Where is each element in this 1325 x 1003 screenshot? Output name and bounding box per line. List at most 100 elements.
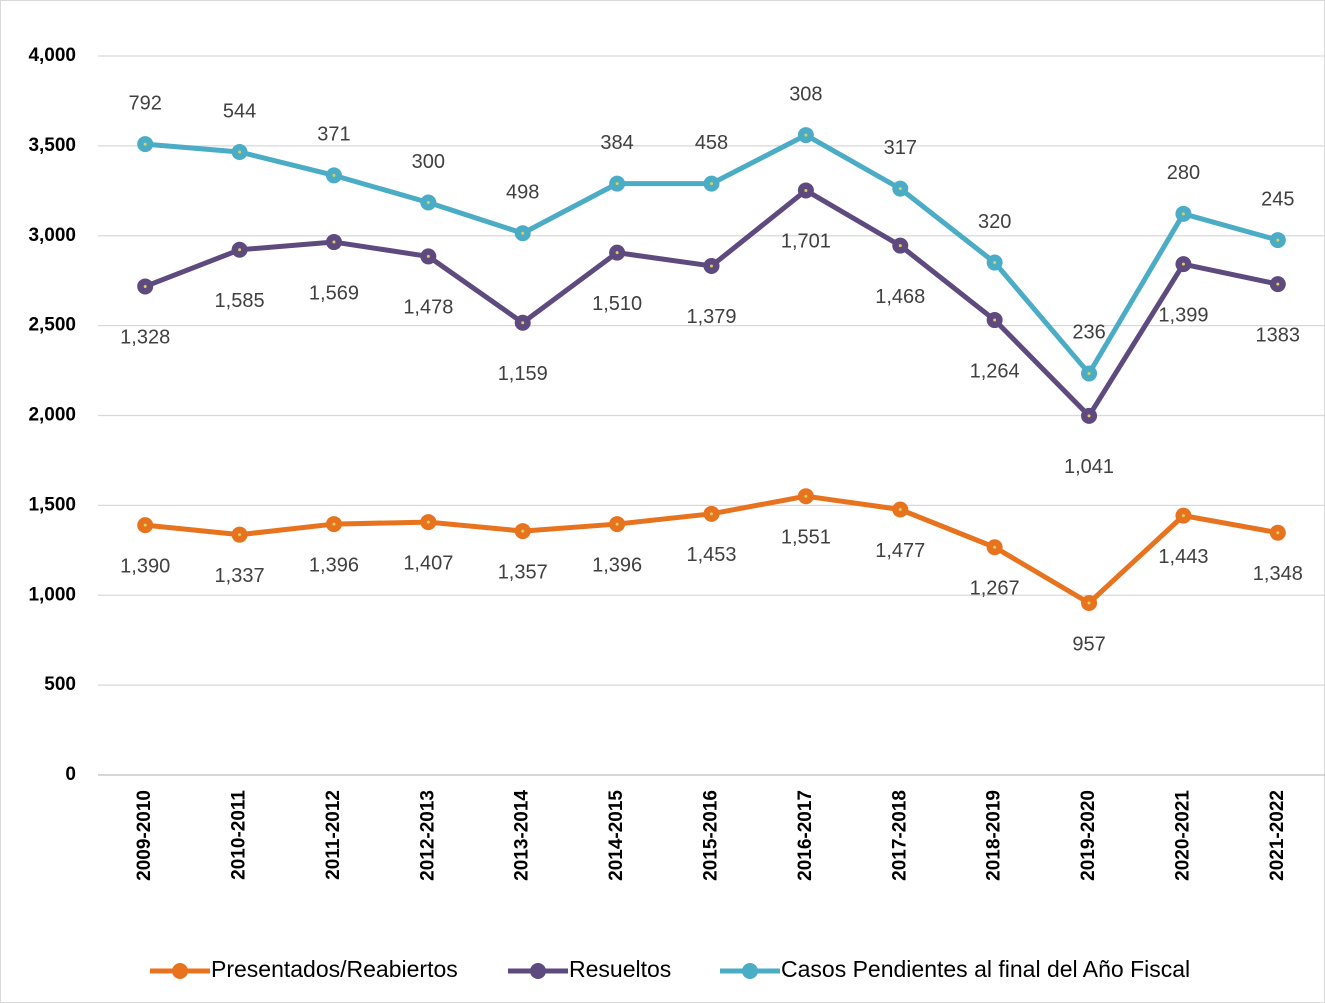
x-tick-label: 2011-2012: [323, 790, 344, 880]
marker-dot: [143, 284, 147, 288]
legend-label: Presentados/Reabiertos: [211, 956, 458, 982]
legend-label: Resueltos: [569, 956, 671, 982]
data-label: 1,041: [1064, 456, 1114, 478]
marker-dot: [993, 318, 997, 322]
y-tick-label: 4,000: [28, 45, 76, 66]
data-label: 1,468: [875, 286, 925, 308]
data-label: 1,569: [309, 282, 359, 304]
marker-dot: [710, 182, 713, 186]
marker-dot: [1181, 262, 1185, 266]
data-label: 1,357: [498, 561, 548, 583]
x-tick-label: 2012-2013: [417, 790, 438, 881]
data-label: 1,585: [215, 290, 265, 312]
marker-dot: [615, 182, 619, 186]
marker-dot: [332, 173, 336, 177]
data-label: 384: [600, 132, 633, 154]
marker-dot: [1181, 514, 1185, 518]
x-tick-label: 2020-2021: [1172, 790, 1193, 881]
data-label: 317: [884, 137, 917, 159]
marker-dot: [521, 231, 525, 235]
data-label: 1,399: [1158, 304, 1208, 326]
x-tick-label: 2018-2019: [984, 790, 1005, 881]
marker-dot: [238, 248, 242, 252]
marker-dot: [710, 512, 713, 516]
data-label: 1,701: [781, 231, 831, 253]
marker-dot: [238, 533, 242, 537]
data-label: 245: [1261, 188, 1294, 210]
marker-dot: [426, 520, 430, 524]
y-tick-label: 2,500: [28, 315, 76, 336]
data-label: 498: [506, 182, 539, 204]
marker-dot: [993, 261, 997, 265]
marker-dot: [143, 142, 147, 146]
marker-dot: [1087, 601, 1091, 605]
y-tick-label: 1,500: [28, 494, 76, 515]
data-label: 1,551: [781, 526, 831, 548]
data-label: 308: [789, 83, 822, 105]
y-tick-label: 500: [44, 674, 76, 695]
marker-dot: [426, 254, 430, 258]
data-label: 320: [978, 211, 1011, 233]
data-label: 1,159: [498, 363, 548, 385]
data-label: 1,264: [970, 360, 1020, 382]
data-label: 544: [223, 100, 256, 122]
marker-dot: [521, 321, 525, 325]
marker-dot: [1087, 414, 1091, 418]
y-tick-label: 3,500: [28, 135, 76, 156]
marker-dot: [426, 200, 430, 204]
data-label: 1,510: [592, 293, 642, 315]
marker-dot: [1276, 531, 1280, 535]
data-label: 236: [1072, 322, 1105, 344]
data-label: 1,477: [875, 540, 925, 562]
data-label: 957: [1072, 633, 1105, 655]
marker-dot: [1087, 371, 1091, 375]
y-tick-label: 0: [65, 764, 76, 785]
data-label: 1,407: [403, 552, 453, 574]
data-label: 1,453: [686, 544, 736, 566]
legend-marker: [172, 963, 188, 979]
x-tick-label: 2013-2014: [512, 790, 533, 881]
marker-dot: [615, 251, 619, 255]
marker-dot: [238, 150, 242, 154]
marker-dot: [898, 508, 902, 512]
data-label: 1,443: [1158, 546, 1208, 568]
marker-dot: [993, 545, 997, 549]
x-tick-label: 2009-2010: [134, 790, 155, 881]
data-label: 1,348: [1253, 563, 1303, 585]
x-tick-label: 2016-2017: [795, 790, 816, 881]
data-label: 1,390: [120, 555, 170, 577]
x-tick-label: 2019-2020: [1078, 790, 1099, 881]
y-tick-label: 3,000: [28, 225, 76, 246]
data-label: 1,337: [215, 565, 265, 587]
marker-dot: [710, 264, 713, 268]
data-label: 300: [412, 151, 445, 173]
data-label: 458: [695, 132, 728, 154]
data-label: 371: [317, 124, 350, 146]
x-tick-label: 2021-2022: [1267, 790, 1288, 881]
marker-dot: [615, 522, 619, 526]
data-label: 1,267: [970, 578, 1020, 600]
data-label: 1,396: [592, 554, 642, 576]
x-tick-label: 2010-2011: [229, 790, 250, 880]
marker-dot: [804, 188, 808, 192]
x-tick-label: 2017-2018: [889, 790, 910, 881]
marker-dot: [804, 133, 808, 137]
data-label: 1,396: [309, 554, 359, 576]
marker-dot: [1276, 238, 1280, 242]
x-tick-label: 2014-2015: [606, 790, 627, 881]
marker-dot: [898, 244, 902, 248]
legend-label: Casos Pendientes al final del Año Fiscal: [781, 956, 1190, 982]
marker-dot: [332, 522, 336, 526]
data-label: 1,328: [120, 327, 170, 349]
data-label: 1,478: [403, 297, 453, 319]
data-label: 1,379: [686, 306, 736, 328]
data-label: 280: [1167, 162, 1200, 184]
data-label: 1383: [1256, 324, 1301, 346]
y-tick-label: 1,000: [28, 584, 76, 605]
marker-dot: [332, 240, 336, 244]
marker-dot: [804, 494, 808, 498]
data-label: 792: [129, 92, 162, 114]
marker-dot: [1276, 282, 1280, 286]
